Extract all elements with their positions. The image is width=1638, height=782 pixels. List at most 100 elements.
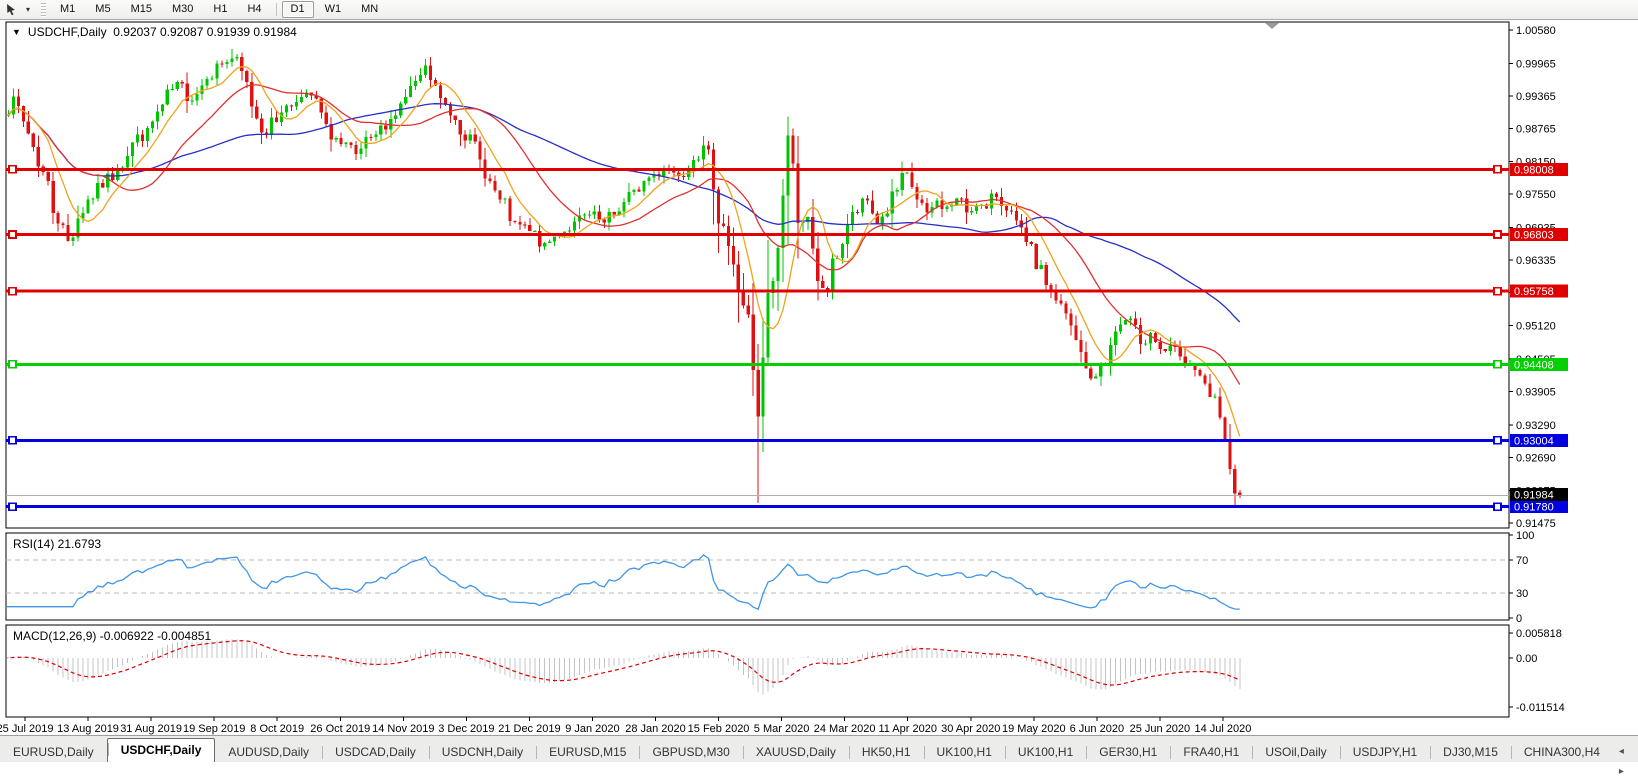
svg-text:19 May 2020: 19 May 2020 bbox=[1002, 723, 1066, 735]
candlesticks bbox=[7, 48, 1242, 505]
svg-text:0.96803: 0.96803 bbox=[1514, 230, 1554, 242]
chart-tab-hk50-h1[interactable]: HK50,H1 bbox=[848, 742, 924, 762]
svg-text:0.98008: 0.98008 bbox=[1514, 164, 1554, 176]
rsi-line bbox=[7, 554, 1240, 611]
hline-handle[interactable] bbox=[1493, 359, 1502, 369]
chevron-down-icon[interactable]: ▾ bbox=[25, 5, 30, 14]
hline-handle[interactable] bbox=[8, 286, 17, 296]
timeframe-button-h4[interactable]: H4 bbox=[247, 3, 262, 15]
hline-0.94408[interactable] bbox=[6, 359, 1509, 369]
chart-tab-ger30-h1[interactable]: GER30,H1 bbox=[1086, 742, 1170, 762]
timeframe-button-w1[interactable]: W1 bbox=[324, 3, 342, 15]
toolbar-separator bbox=[275, 3, 277, 16]
price-label-chip: 0.93004 bbox=[1510, 433, 1568, 447]
svg-text:9 Jan 2020: 9 Jan 2020 bbox=[565, 723, 619, 735]
svg-text:30: 30 bbox=[1516, 588, 1528, 600]
svg-text:13 Aug 2019: 13 Aug 2019 bbox=[57, 723, 119, 735]
chart-shift-marker-icon[interactable] bbox=[1265, 23, 1279, 29]
svg-text:0.98765: 0.98765 bbox=[1516, 123, 1556, 135]
chart-tab-xauusd-daily[interactable]: XAUUSD,Daily bbox=[742, 742, 849, 762]
price-label-chip: 0.96803 bbox=[1510, 228, 1568, 242]
hline-handle[interactable] bbox=[1493, 164, 1502, 174]
hline-0.93004[interactable] bbox=[6, 436, 1509, 445]
chart-tab-china300-h4[interactable]: CHINA300,H4 bbox=[1510, 742, 1613, 762]
timeframe-button-mn[interactable]: MN bbox=[361, 3, 379, 15]
hline-handle[interactable] bbox=[8, 230, 17, 239]
hline-handle[interactable] bbox=[1493, 230, 1502, 239]
svg-text:0.91984: 0.91984 bbox=[1514, 490, 1554, 502]
svg-text:14 Jul 2020: 14 Jul 2020 bbox=[1195, 723, 1252, 735]
time-axis[interactable]: 25 Jul 2019 13 Aug 2019 31 Aug 2019 19 Sep … bbox=[0, 717, 1251, 735]
ma-line-medium bbox=[7, 84, 1241, 385]
collapse-triangle-icon[interactable]: ▼ bbox=[12, 27, 21, 37]
main-panel[interactable] bbox=[5, 21, 1510, 529]
chart-tab-usoil-daily[interactable]: USOil,Daily bbox=[1252, 742, 1339, 762]
chart-tab-audusd-daily[interactable]: AUDUSD,Daily bbox=[228, 745, 310, 759]
svg-text:0.95120: 0.95120 bbox=[1516, 321, 1556, 333]
hline-0.95758[interactable] bbox=[6, 286, 1509, 296]
svg-text:25 Jul 2019: 25 Jul 2019 bbox=[0, 723, 53, 735]
hline-handle[interactable] bbox=[8, 164, 17, 174]
svg-text:0.91780: 0.91780 bbox=[1514, 502, 1554, 514]
svg-text:-0.011514: -0.011514 bbox=[1516, 702, 1565, 714]
tab-scroll-left-icon[interactable]: ◂ bbox=[1618, 746, 1624, 757]
svg-text:0.99365: 0.99365 bbox=[1516, 91, 1556, 103]
price-label-chip: 0.91780 bbox=[1510, 500, 1568, 514]
chart-tab-usdcad-daily[interactable]: USDCAD,Daily bbox=[322, 742, 429, 762]
tab-scroll-right-icon[interactable]: ▸ bbox=[1618, 766, 1624, 777]
hline-handle[interactable] bbox=[1493, 502, 1502, 511]
hline-handle[interactable] bbox=[1493, 286, 1502, 296]
svg-text:24 Mar 2020: 24 Mar 2020 bbox=[814, 723, 876, 735]
chart-tab-uk100-h1[interactable]: UK100,H1 bbox=[1004, 742, 1086, 762]
toolbar-grip[interactable] bbox=[41, 2, 46, 17]
rsi-panel[interactable] bbox=[5, 532, 1510, 621]
cursor-tool-icon[interactable] bbox=[1, 2, 21, 17]
svg-text:26 Oct 2019: 26 Oct 2019 bbox=[310, 723, 370, 735]
chart-tab-usdcnh-daily[interactable]: USDCNH,Daily bbox=[428, 742, 536, 762]
macd-histogram bbox=[7, 639, 1241, 695]
svg-text:1.00580: 1.00580 bbox=[1516, 25, 1556, 37]
svg-text:0.95758: 0.95758 bbox=[1514, 286, 1554, 298]
hline-handle[interactable] bbox=[8, 502, 17, 511]
svg-text:0.96335: 0.96335 bbox=[1516, 255, 1556, 267]
timeframe-button-m5[interactable]: M5 bbox=[95, 3, 111, 15]
macd-panel[interactable] bbox=[5, 624, 1510, 718]
svg-text:14 Nov 2019: 14 Nov 2019 bbox=[372, 723, 434, 735]
svg-text:0.93905: 0.93905 bbox=[1516, 387, 1556, 399]
svg-text:0.00: 0.00 bbox=[1516, 653, 1537, 665]
timeframe-button-h1[interactable]: H1 bbox=[213, 3, 228, 15]
svg-text:19 Sep 2019: 19 Sep 2019 bbox=[183, 723, 245, 735]
price-label-chip: 0.94408 bbox=[1510, 357, 1568, 371]
svg-text:31 Aug 2019: 31 Aug 2019 bbox=[120, 723, 182, 735]
timeframe-button-m1[interactable]: M1 bbox=[60, 3, 76, 15]
svg-text:3 Dec 2019: 3 Dec 2019 bbox=[438, 723, 494, 735]
chart-tab-eurusd-m15[interactable]: EURUSD,M15 bbox=[536, 742, 639, 762]
hline-0.91780[interactable] bbox=[6, 502, 1509, 511]
chart-tab-usdjpy-h1[interactable]: USDJPY,H1 bbox=[1339, 742, 1430, 762]
chart-tab-fra40-h1[interactable]: FRA40,H1 bbox=[1170, 742, 1252, 762]
hline-0.96803[interactable] bbox=[6, 230, 1509, 239]
svg-text:15 Feb 2020: 15 Feb 2020 bbox=[688, 723, 750, 735]
chart-tab-eurusd-daily[interactable]: EURUSD,Daily bbox=[13, 745, 94, 759]
price-label-chip: 0.91984 bbox=[1510, 488, 1568, 502]
svg-text:0.93004: 0.93004 bbox=[1514, 435, 1554, 447]
chart-canvas[interactable]: 1.005800.999650.993650.987650.981500.975… bbox=[0, 0, 1638, 742]
timeframe-button-d1[interactable]: D1 bbox=[281, 1, 314, 18]
timeframe-button-m30[interactable]: M30 bbox=[171, 3, 194, 15]
chart-tab-usdchf-daily[interactable]: USDCHF,Daily bbox=[106, 738, 216, 762]
hline-handle[interactable] bbox=[8, 359, 17, 369]
macd-indicator-label: MACD(12,26,9) -0.006922 -0.004851 bbox=[13, 629, 212, 643]
timeframe-button-m15[interactable]: M15 bbox=[130, 3, 152, 15]
chart-ohlc-values: 0.92037 0.92087 0.91939 0.91984 bbox=[113, 25, 297, 39]
svg-text:0.99965: 0.99965 bbox=[1516, 58, 1556, 70]
chart-tab-uk100-h1[interactable]: UK100,H1 bbox=[923, 742, 1005, 762]
hline-handle[interactable] bbox=[1493, 436, 1502, 445]
svg-text:0.91475: 0.91475 bbox=[1516, 518, 1556, 530]
chart-tab-gbpusd-m30[interactable]: GBPUSD,M30 bbox=[639, 742, 742, 762]
ma-line-fast bbox=[7, 66, 1241, 437]
svg-text:70: 70 bbox=[1516, 555, 1528, 567]
svg-text:28 Jan 2020: 28 Jan 2020 bbox=[625, 723, 686, 735]
chart-tab-dj30-m15[interactable]: DJ30,M15 bbox=[1430, 742, 1511, 762]
hline-handle[interactable] bbox=[8, 436, 17, 445]
hline-0.98008[interactable] bbox=[6, 164, 1509, 174]
